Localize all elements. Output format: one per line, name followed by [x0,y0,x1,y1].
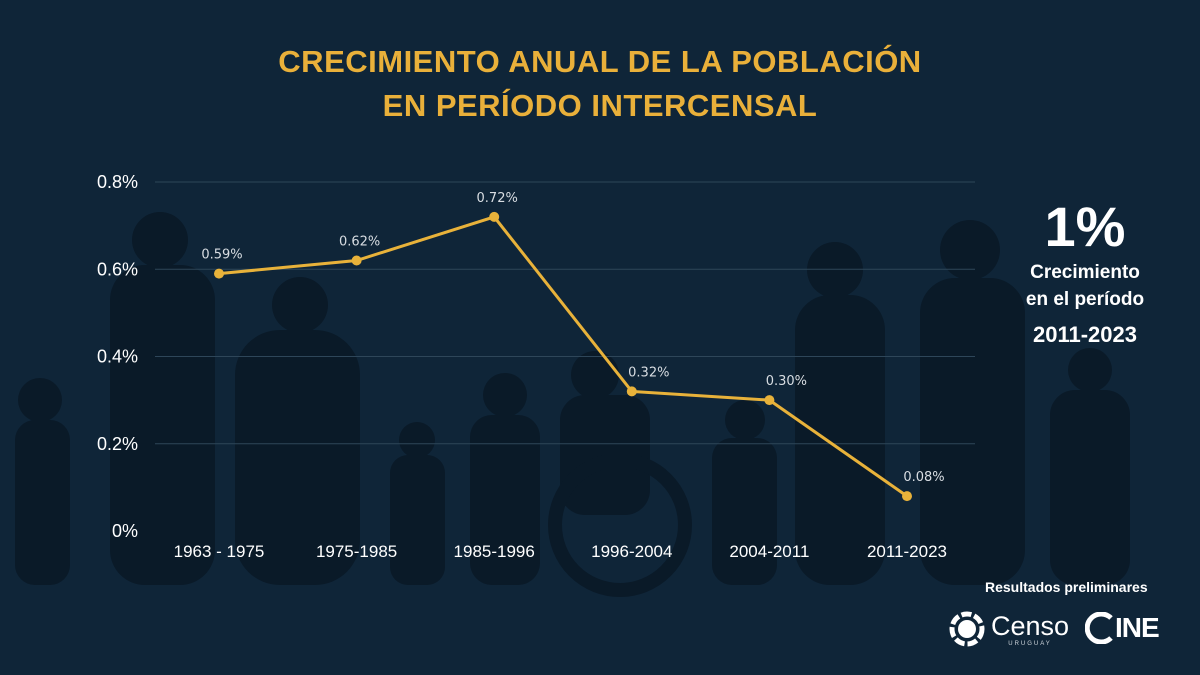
highlight-line-2: en el período [1025,289,1145,310]
family-silhouettes [15,212,1130,597]
censo-logo-text: Censo [991,610,1070,641]
censo-logo: Censo URUGUAY [948,610,1069,648]
data-label: 0.72% [477,191,518,206]
x-tick-label: 2011-2023 [867,542,947,561]
x-tick-label: 2004-2011 [729,542,809,561]
data-label: 0.59% [201,248,242,263]
data-label: 0.62% [339,235,380,250]
preliminary-note: Resultados preliminares [985,579,1148,595]
data-point [902,491,912,502]
highlight-line-1: Crecimiento [1030,262,1140,283]
highlight-period: 2011-2023 [1033,322,1137,347]
y-tick-label: 0.8% [97,172,138,192]
y-tick-label: 0% [112,521,138,541]
data-label: 0.30% [766,374,807,389]
data-label: 0.08% [903,470,944,485]
x-tick-label: 1963 - 1975 [174,542,265,561]
data-point [764,395,775,406]
highlight-panel: 1% Crecimiento en el período 2011-2023 [1000,195,1170,348]
title-line-1: CRECIMIENTO ANUAL DE LA POBLACIÓN [278,44,922,79]
censo-logo-textbox: Censo URUGUAY [991,612,1069,647]
chart-title: CRECIMIENTO ANUAL DE LA POBLACIÓN EN PER… [0,40,1200,128]
ine-logo: INE [1085,612,1160,644]
y-tick-label: 0.4% [97,347,138,367]
censo-logo-subtitle: URUGUAY [1008,640,1052,647]
series-line [218,215,908,498]
data-point [214,268,224,279]
data-point [489,211,500,222]
x-tick-label: 1985-1996 [454,542,535,561]
ine-globe-icon [1085,612,1113,644]
data-point [351,255,362,266]
x-tick-label: 1975-1985 [316,542,397,561]
title-line-2: EN PERÍODO INTERCENSAL [382,88,818,123]
data-label: 0.32% [628,365,669,380]
x-tick-label: 1996-2004 [591,542,672,561]
highlight-value: 1% [1044,195,1126,258]
data-point [626,386,637,397]
y-tick-label: 0.2% [97,434,138,454]
ine-logo-text: INE [1115,612,1160,643]
censo-gear-icon [949,611,985,647]
y-tick-label: 0.6% [97,259,138,279]
